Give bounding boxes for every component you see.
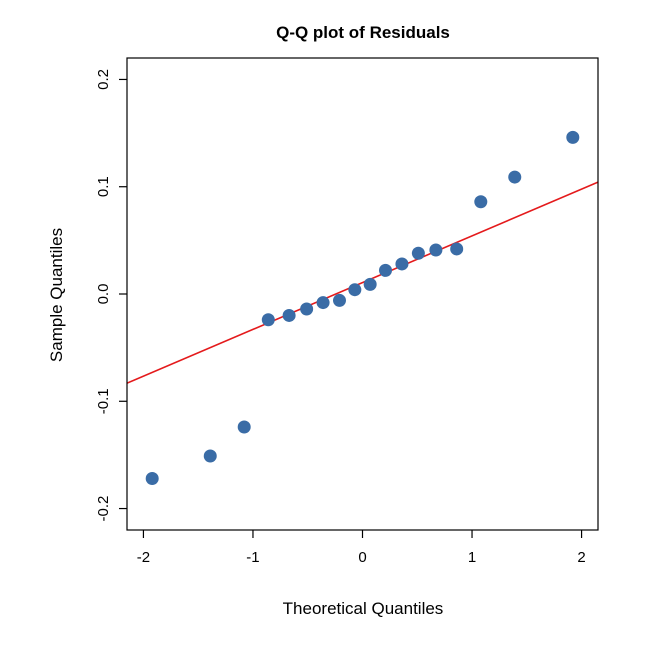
x-tick-label-5: 2 [577, 549, 585, 566]
data-point-10 [363, 277, 377, 291]
data-point-4 [261, 313, 275, 327]
y-tick-label-3: 0.0 [95, 284, 112, 305]
x-tick-label-2: -1 [246, 549, 259, 566]
data-point-17 [508, 170, 522, 184]
x-tick-label-4: 1 [468, 549, 476, 566]
y-tick-label-4: 0.1 [95, 176, 112, 197]
reference-line [127, 181, 598, 384]
data-point-9 [348, 283, 362, 297]
y-tick-label-5: 0.2 [95, 69, 112, 90]
plot-frame [126, 57, 599, 531]
data-point-8 [332, 293, 346, 307]
x-axis-label: Theoretical Quantiles [283, 599, 444, 618]
data-point-5 [282, 308, 296, 322]
data-point-16 [474, 195, 488, 209]
y-tick-label-2: -0.1 [95, 388, 112, 414]
data-point-3 [237, 420, 251, 434]
data-point-15 [450, 242, 464, 256]
y-axis-label: Sample Quantiles [47, 228, 66, 362]
data-point-14 [429, 243, 443, 257]
data-point-6 [300, 302, 314, 316]
data-point-1 [145, 472, 159, 486]
plot-area: -2 -1 0 1 2 -0.2 -0.1 0.0 0.1 0.2 [95, 57, 599, 566]
chart-title: Q-Q plot of Residuals [276, 23, 450, 42]
data-point-18 [566, 130, 580, 144]
data-point-2 [203, 449, 217, 463]
x-tick-label-1: -2 [137, 549, 150, 566]
x-tick-label-3: 0 [358, 549, 366, 566]
data-point-13 [411, 246, 425, 260]
data-point-11 [379, 263, 393, 277]
data-point-12 [395, 257, 409, 271]
data-point-7 [316, 296, 330, 310]
y-tick-label-1: -0.2 [95, 496, 112, 522]
